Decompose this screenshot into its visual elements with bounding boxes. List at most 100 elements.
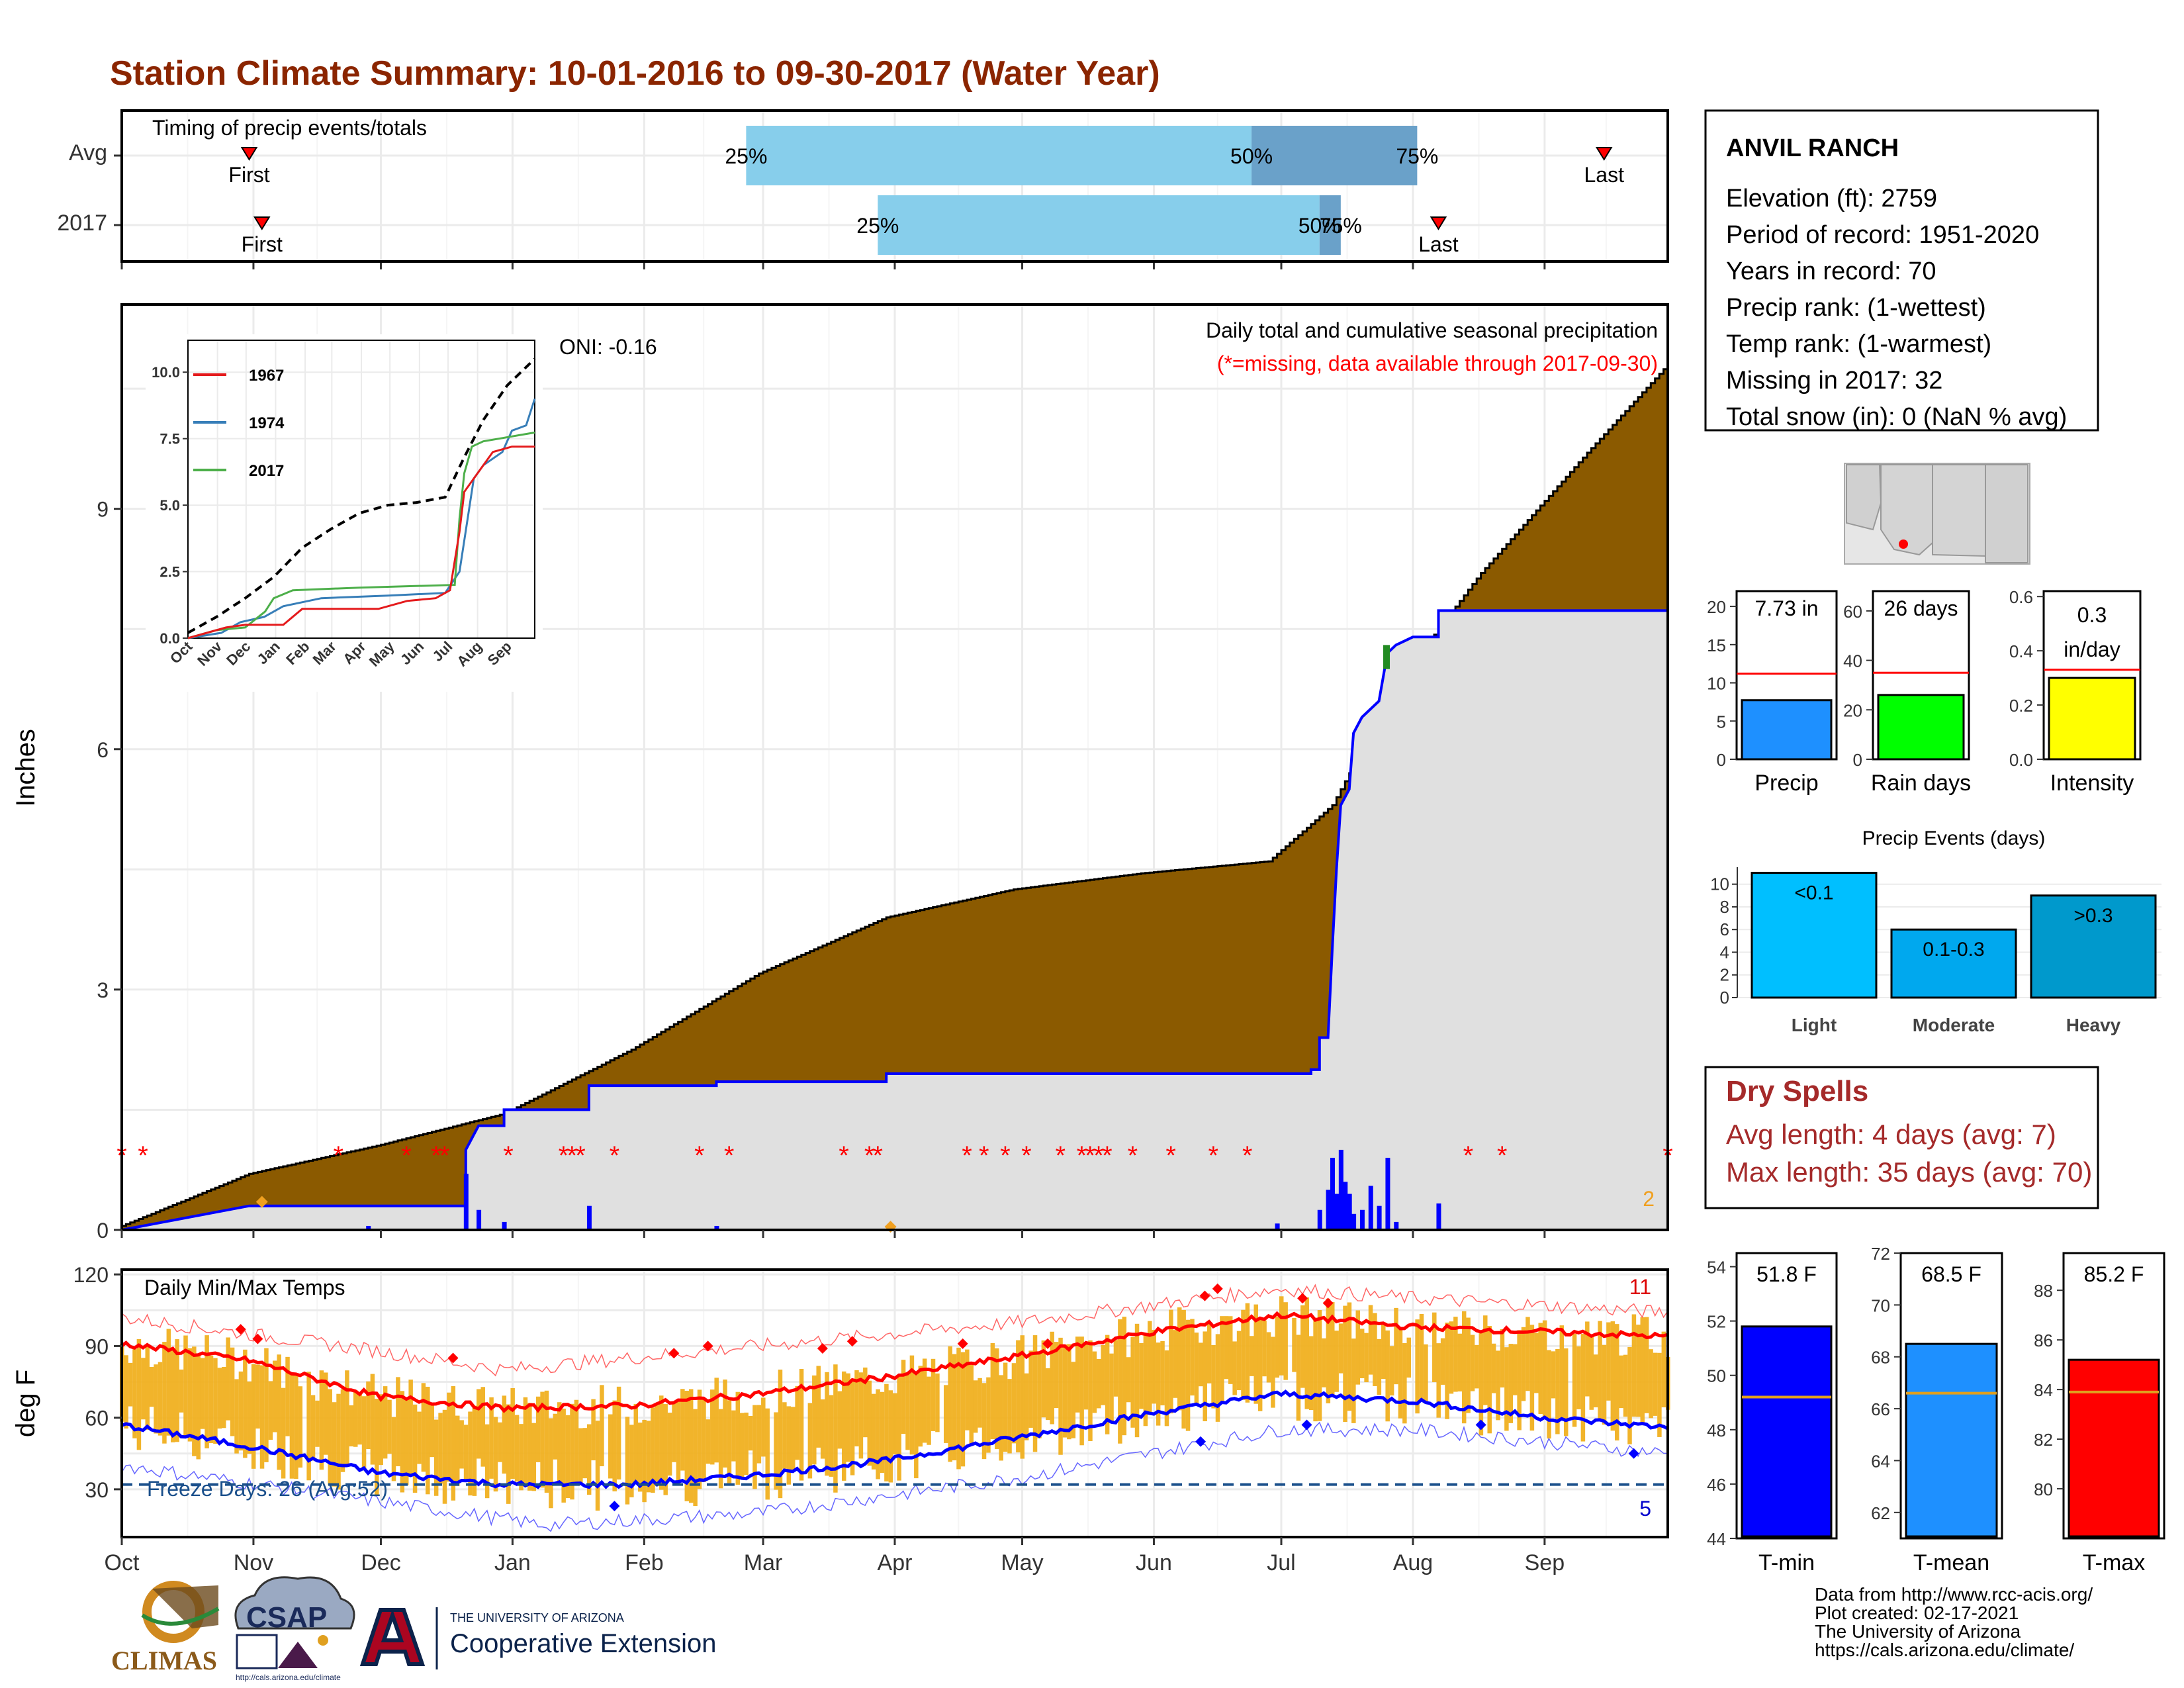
- daily-temp-range-bar: [1521, 1327, 1526, 1401]
- daily-temp-range-bar: [175, 1339, 179, 1442]
- month-axis: Oct Nov Dec Jan Feb Mar Apr May Jun Jul Aug Sep: [105, 1230, 1565, 1575]
- events-title: Precip Events (days): [1862, 827, 2046, 849]
- missing-day-star: *: [431, 1141, 441, 1170]
- daily-temp-range-bar: [922, 1358, 927, 1443]
- daily-temp-range-bar: [281, 1387, 286, 1479]
- temp-bar-tick: 54: [1707, 1258, 1726, 1278]
- credit-line: Data from http://www.rcc-acis.org/: [1815, 1584, 2093, 1605]
- daily-temp-range-bar: [1177, 1307, 1182, 1411]
- temp-bar-tick: 52: [1707, 1312, 1726, 1332]
- mini-bar-tick: 40: [1843, 651, 1862, 671]
- daily-temp-range-bar: [1402, 1343, 1407, 1424]
- daily-temp-range-bar: [667, 1413, 672, 1476]
- daily-temp-range-bar: [273, 1360, 277, 1432]
- daily-temp-range-bar: [1071, 1362, 1076, 1438]
- daily-temp-range-bar: [136, 1338, 142, 1450]
- daily-temp-range-bar: [310, 1395, 316, 1461]
- timing-marker: [240, 147, 258, 161]
- daily-temp-range-bar: [226, 1337, 230, 1421]
- daily-temp-range-bar: [328, 1389, 332, 1485]
- csap-logo-text: CSAP: [246, 1601, 327, 1634]
- daily-temp-range-bar: [829, 1395, 834, 1477]
- daily-temp-range-bar: [1551, 1351, 1556, 1399]
- daily-temp-range-bar: [570, 1403, 574, 1500]
- daily-temp-range-bar: [1424, 1344, 1428, 1404]
- precip-ytick-label: 6: [97, 738, 109, 762]
- daily-temp-range-bar: [646, 1421, 651, 1493]
- temp-bar-value: 85.2 F: [2084, 1262, 2144, 1286]
- daily-temp-range-bar: [366, 1381, 371, 1450]
- daily-temp-range-bar: [651, 1407, 655, 1493]
- mini-bar-tick: 60: [1843, 602, 1862, 622]
- daily-temp-range-bar: [608, 1414, 613, 1479]
- daily-temp-range-bar: [340, 1389, 345, 1472]
- missing-day-star: *: [610, 1141, 620, 1170]
- mini-bar-rain-days: [1877, 694, 1965, 761]
- daily-temp-range-bar: [1130, 1336, 1135, 1428]
- daily-temp-range-bar: [1491, 1343, 1496, 1393]
- mini-bar-tick: 15: [1707, 635, 1726, 655]
- daily-temp-range-bar: [379, 1394, 383, 1466]
- daily-temp-range-bar: [1338, 1323, 1343, 1374]
- daily-temp-range-bar: [171, 1348, 175, 1442]
- daily-precip-bar: [1317, 1209, 1322, 1230]
- daily-temp-range-bar: [990, 1342, 995, 1440]
- daily-temp-range-bar: [1241, 1309, 1246, 1400]
- daily-temp-range-bar: [162, 1342, 167, 1444]
- mini-bar-tick: 0.0: [2009, 750, 2033, 770]
- daily-temp-range-bar: [1011, 1363, 1017, 1444]
- temp-bar-tick: 72: [1871, 1244, 1890, 1264]
- daily-temp-range-bar: [183, 1335, 188, 1438]
- temp-bar-tick: 44: [1707, 1529, 1726, 1549]
- mini-bar-value: 7.73 in: [1754, 596, 1818, 620]
- events-ytick: 4: [1720, 942, 1729, 962]
- inset-series-2017: [187, 431, 535, 639]
- daily-temp-range-bar: [714, 1378, 719, 1463]
- daily-temp-range-bar: [455, 1415, 460, 1486]
- daily-temp-range-bar: [1139, 1342, 1144, 1409]
- daily-temp-range-bar: [1160, 1340, 1165, 1406]
- daily-temp-range-bar: [1194, 1333, 1199, 1406]
- daily-temp-range-bar: [438, 1413, 443, 1484]
- record-high-marker: [957, 1338, 968, 1349]
- timing-marker-label: Last: [1584, 163, 1624, 187]
- daily-temp-range-bar: [217, 1368, 222, 1429]
- dry-spells-title: Dry Spells: [1726, 1075, 1868, 1107]
- event-bar-light: [1751, 872, 1878, 999]
- inset-ytick: 5.0: [159, 497, 180, 514]
- temp-bar-tick: 62: [1871, 1503, 1890, 1523]
- daily-temp-range-bar: [404, 1397, 409, 1485]
- daily-precip-bar: [1334, 1194, 1340, 1230]
- missing-day-star: *: [503, 1141, 514, 1170]
- temp-bar-tick: 86: [2034, 1331, 2053, 1350]
- daily-temp-range-bar: [1215, 1334, 1220, 1422]
- daily-temp-range-bar: [187, 1348, 193, 1442]
- daily-temp-range-bar: [1631, 1314, 1637, 1417]
- temp-bar-label: T-max: [2083, 1550, 2145, 1575]
- record-high-marker: [846, 1336, 858, 1347]
- daily-temp-range-bar: [264, 1348, 269, 1462]
- temp-bar-label: T-min: [1758, 1550, 1815, 1575]
- daily-temp-range-bar: [1296, 1335, 1301, 1421]
- record-low-marker: [1628, 1448, 1639, 1459]
- daily-temp-range-bar: [642, 1419, 647, 1503]
- temp-bar-tick: 68: [1871, 1348, 1890, 1368]
- missing-day-star: *: [1021, 1141, 1032, 1170]
- freeze-label: Freeze Days: 26 (Avg:52): [147, 1477, 388, 1501]
- daily-temp-range-bar: [935, 1373, 940, 1432]
- daily-temp-range-bar: [837, 1391, 842, 1449]
- daily-temp-range-bar: [659, 1395, 664, 1490]
- daily-temp-range-bar: [1623, 1354, 1628, 1417]
- station-info-line: Temp rank: (1-warmest): [1726, 330, 1991, 358]
- daily-temp-range-bar: [731, 1410, 736, 1462]
- temp-bottom-count: 5: [1639, 1497, 1651, 1521]
- daily-temp-range-bar: [981, 1383, 987, 1460]
- temp-bar-t-mean: [1905, 1342, 1998, 1538]
- daily-temp-range-bar: [1092, 1351, 1097, 1413]
- daily-precip-bar: [1359, 1209, 1365, 1230]
- timing-bar-25-50: [878, 195, 1320, 255]
- record-high-marker: [668, 1348, 680, 1359]
- daily-temp-range-bar: [200, 1358, 205, 1429]
- daily-temp-range-bar: [1512, 1344, 1518, 1395]
- daily-temp-range-bar: [238, 1371, 244, 1451]
